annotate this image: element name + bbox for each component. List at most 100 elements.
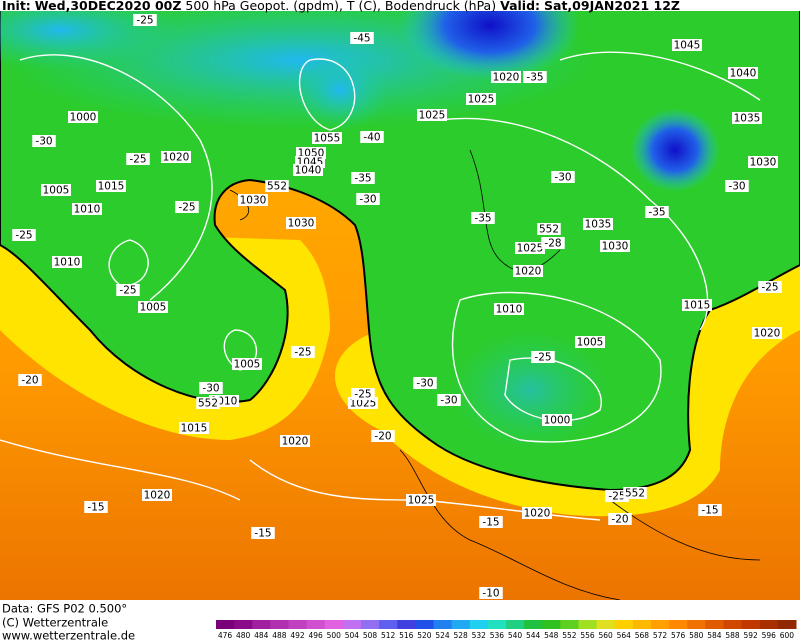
contour-label: 1020	[754, 328, 781, 340]
contour-label: 1020	[282, 436, 309, 448]
cold-field	[290, 50, 390, 130]
colorbar-swatch	[288, 620, 308, 629]
copyright: (C) Wetterzentrale	[2, 616, 108, 630]
contour-label: 1035	[585, 219, 612, 231]
contour-label: 1045	[674, 40, 701, 52]
contour-label: 1000	[70, 112, 97, 124]
colorbar-label: 484	[254, 631, 269, 640]
label-box	[551, 171, 575, 183]
label-box	[286, 217, 316, 229]
label-box	[179, 422, 209, 434]
label-box	[196, 397, 220, 409]
label-box	[138, 301, 168, 313]
label-box	[238, 194, 268, 206]
cold-core	[630, 108, 720, 192]
colorbar-label: 576	[671, 631, 686, 640]
website: www.wetterzentrale.de	[2, 629, 135, 642]
label-box	[356, 193, 380, 205]
label-box	[251, 527, 275, 539]
cold-core	[400, 0, 580, 80]
label-box	[541, 237, 565, 249]
label-box	[133, 14, 157, 26]
colorbar-label: 496	[309, 631, 324, 640]
colorbar-swatch	[361, 620, 380, 629]
contour-label: -10	[482, 588, 499, 600]
contour-label: 1025	[350, 398, 377, 410]
label-box	[406, 494, 436, 506]
colorbar-label: 492	[290, 631, 305, 640]
colorbar-label: 588	[725, 631, 740, 640]
contour-label: 1015	[98, 181, 125, 193]
label-box	[479, 587, 503, 599]
contour-label: 1020	[524, 508, 551, 520]
contour-label: 1025	[517, 243, 544, 255]
label-box	[52, 256, 82, 268]
contour-label: 1030	[288, 218, 315, 230]
colorbar-label: 536	[490, 631, 505, 640]
label-box	[12, 229, 36, 241]
contour-label: -20	[21, 375, 38, 387]
colorbar-label: 480	[236, 631, 251, 640]
label-box	[351, 172, 375, 184]
colorbar-label: 556	[580, 631, 595, 640]
contour-label: -25	[129, 154, 146, 166]
label-box	[605, 490, 629, 502]
label-box	[116, 284, 140, 296]
contour-label: 552	[625, 488, 645, 500]
contour-label: 1015	[684, 300, 711, 312]
contour-label: 1055	[314, 133, 341, 145]
colorbar-swatch	[397, 620, 416, 629]
colorbar-swatch	[433, 620, 453, 629]
label-box	[542, 414, 572, 426]
contour-label: -35	[648, 207, 665, 219]
valid-label: Valid:	[500, 0, 540, 13]
label-box	[466, 93, 496, 105]
contour-label: -40	[363, 132, 380, 144]
label-box	[515, 242, 545, 254]
colorbar-label: 572	[653, 631, 668, 640]
colorbar-swatch	[216, 620, 235, 629]
label-box	[758, 281, 782, 293]
contour-label: 1020	[493, 72, 520, 84]
contour-label: 1010	[54, 257, 81, 269]
contour-label: -30	[728, 181, 745, 193]
label-box	[413, 377, 437, 389]
label-box	[522, 507, 552, 519]
colorbar-swatch	[379, 620, 398, 629]
colorbar-label: 504	[345, 631, 360, 640]
colorbar-label: 568	[635, 631, 650, 640]
header-bg	[0, 0, 800, 11]
colorbar-swatch	[651, 620, 670, 629]
contour-label: -25	[15, 230, 32, 242]
label-box	[351, 388, 375, 400]
colorbar-swatch	[578, 620, 598, 629]
contour-label: 1005	[577, 337, 604, 349]
colorbar-swatch	[524, 620, 543, 629]
init-time: Wed,30DEC2020 00Z	[35, 0, 182, 13]
colorbar-label: 596	[762, 631, 777, 640]
valid-time: Sat,09JAN2021 12Z	[544, 0, 680, 13]
colorbar-swatch	[723, 620, 743, 629]
data-source: Data: GFS P02 0.500°	[2, 602, 127, 616]
label-box	[748, 156, 778, 168]
colorbar-label: 592	[744, 631, 759, 640]
colorbar-label: 508	[363, 631, 378, 640]
label-box	[72, 203, 102, 215]
label-box	[41, 184, 71, 196]
contour-label: -25	[136, 15, 153, 27]
colorbar-swatch	[759, 620, 779, 629]
label-box	[371, 430, 395, 442]
coastlines	[229, 149, 761, 601]
contour-label: -20	[374, 431, 391, 443]
label-box	[312, 132, 342, 144]
colorbar-label: 564	[617, 631, 632, 640]
contour-label: 1025	[419, 110, 446, 122]
label-box	[18, 374, 42, 386]
colorbar: 476 480 484 488 492 496 500 504 508 512 516 520 524 5…	[216, 620, 797, 640]
label-box	[728, 67, 758, 79]
colorbar-label: 476	[218, 631, 233, 640]
colorbar-swatch	[542, 620, 561, 629]
colorbar-label: 528	[454, 631, 469, 640]
colorbar-swatch	[487, 620, 507, 629]
label-box	[732, 112, 762, 124]
